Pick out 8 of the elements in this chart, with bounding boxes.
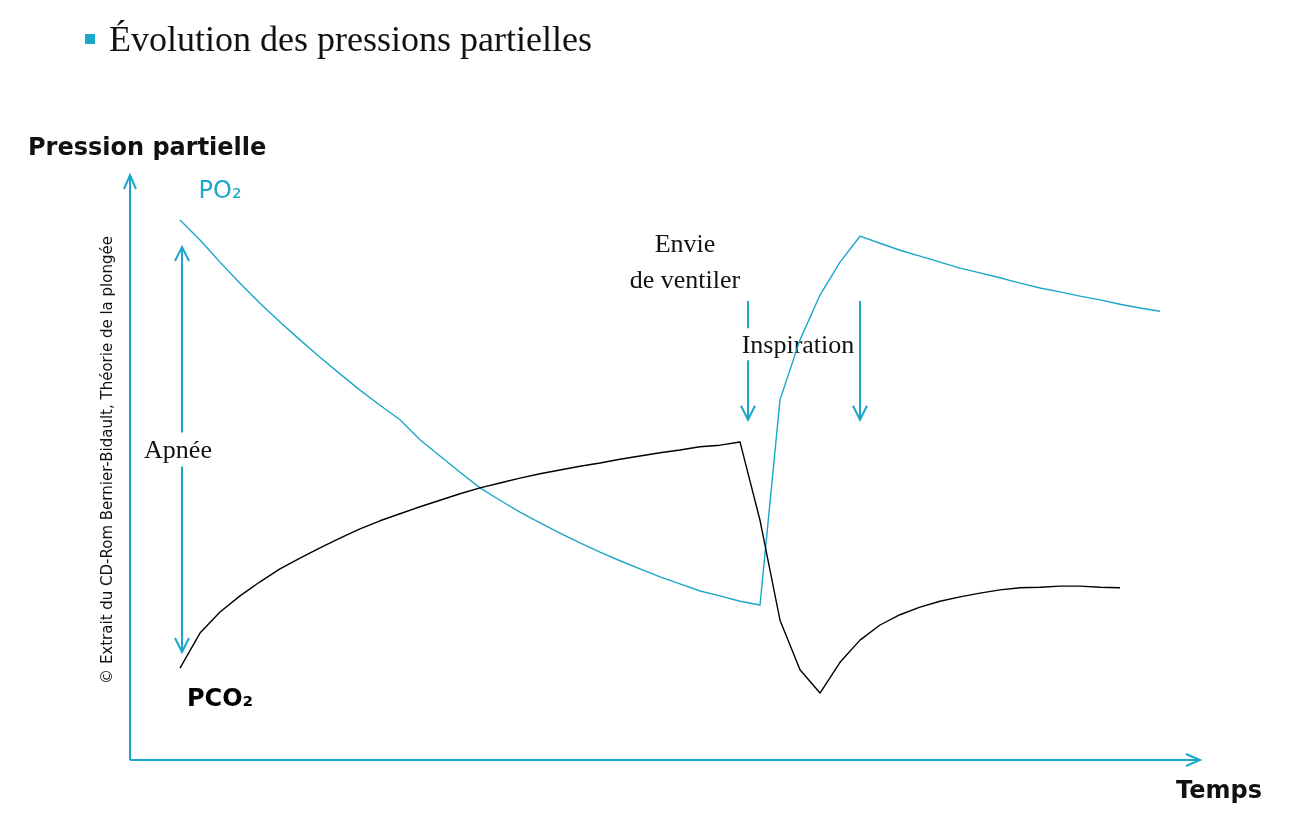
series-label: PO₂ xyxy=(198,176,242,204)
y-axis-title: Pression partielle xyxy=(28,133,267,161)
x-axis-title: Temps xyxy=(1176,776,1262,804)
series-label: PCO₂ xyxy=(186,684,254,713)
annotation: Envie de ventiler xyxy=(629,228,741,294)
text: © Extrait du CD-Rom Bernier-Bidault, Théorie de la plongée xyxy=(98,236,116,684)
chart-title: Évolution des pressions partielles xyxy=(109,18,592,60)
annotation: Apnée xyxy=(144,435,212,464)
